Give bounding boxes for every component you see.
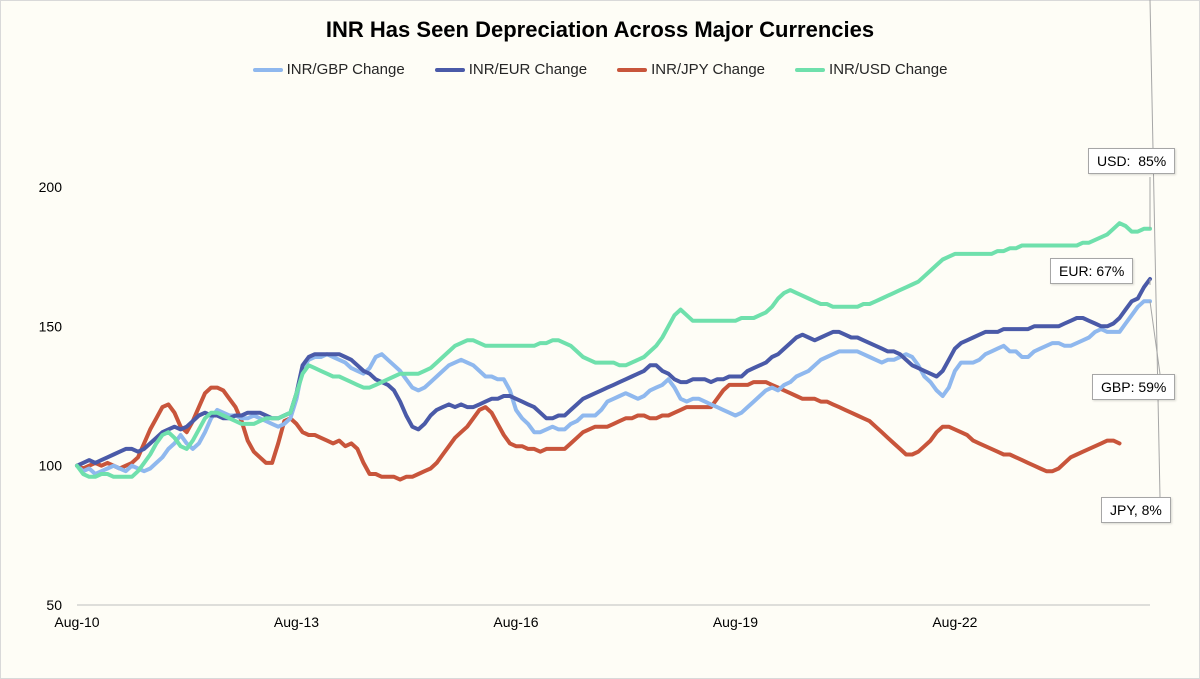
legend-label-usd: INR/USD Change	[829, 61, 948, 78]
legend-swatch-gbp	[252, 67, 283, 72]
series-line-inr-jpy-change	[75, 380, 1122, 482]
y-tick-label: 50	[46, 597, 62, 613]
chart-title: INR Has Seen Depreciation Across Major C…	[325, 17, 875, 42]
y-tick-label: 200	[39, 179, 63, 195]
callout-eur: EUR: 67%	[1050, 258, 1134, 284]
legend-item-gbp[interactable]: INR/GBP Change	[252, 61, 405, 78]
callout-jpy: JPY, 8%	[1101, 497, 1171, 523]
legend-label-jpy: INR/JPY Change	[651, 61, 766, 78]
callout-usd: USD: 85%	[1088, 148, 1176, 174]
callout-gbp: GBP: 59%	[1092, 374, 1176, 400]
legend-item-eur[interactable]: INR/EUR Change	[434, 61, 588, 78]
x-tick-label: Aug-22	[932, 614, 977, 630]
series-line-inr-usd-change	[75, 221, 1152, 479]
series-line-inr-gbp-change	[75, 299, 1152, 476]
callout-leader-line	[1149, 301, 1161, 375]
series-line-inr-eur-change	[75, 277, 1152, 468]
legend-label-gbp: INR/GBP Change	[286, 61, 405, 78]
legend-item-usd[interactable]: INR/USD Change	[795, 61, 947, 78]
legend-swatch-eur	[434, 67, 465, 72]
y-tick-label: 100	[39, 458, 63, 474]
x-tick-label: Aug-13	[274, 614, 319, 630]
x-tick-label: Aug-10	[54, 614, 99, 630]
legend-swatch-jpy	[617, 67, 648, 72]
callout-leader-line	[1149, 0, 1161, 498]
chart-legend: INR/GBP Change INR/EUR Change INR/JPY Ch…	[0, 61, 1200, 78]
y-tick-label: 150	[39, 318, 63, 334]
legend-item-jpy[interactable]: INR/JPY Change	[617, 61, 765, 78]
legend-swatch-usd	[795, 67, 826, 72]
x-tick-label: Aug-16	[493, 614, 538, 630]
x-tick-label: Aug-19	[713, 614, 758, 630]
legend-label-eur: INR/EUR Change	[468, 61, 588, 78]
